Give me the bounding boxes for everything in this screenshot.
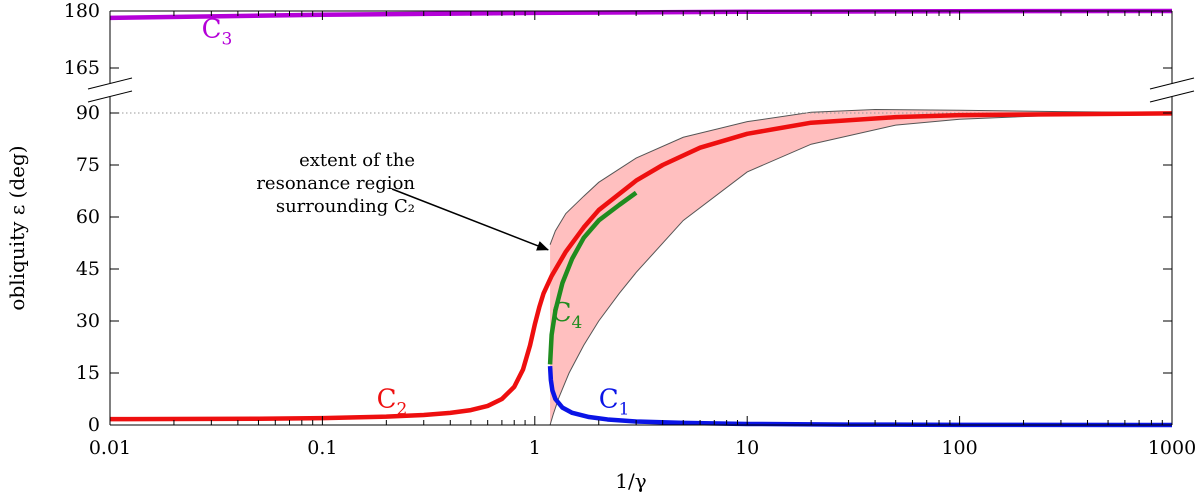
x-tick-label: 10 bbox=[735, 437, 759, 459]
y-tick-label: 0 bbox=[88, 414, 100, 436]
series-c2-label: C2 bbox=[377, 385, 408, 420]
annotation-line: surrounding C₂ bbox=[276, 196, 415, 217]
annotation-line: resonance region bbox=[256, 173, 415, 194]
x-tick-label: 0.01 bbox=[89, 437, 131, 459]
ticks-layer: 0.01 0.1 1 10 100 1000 0 15 30 45 60 75 90 165 180 bbox=[64, 0, 1196, 459]
series-c2-line bbox=[109, 111, 1173, 422]
y-tick-label: 75 bbox=[76, 154, 100, 176]
y-tick-label: 45 bbox=[76, 258, 100, 280]
frame-layer bbox=[86, 10, 1196, 426]
annotation-arrow bbox=[391, 188, 549, 251]
y-tick-label: 180 bbox=[64, 0, 100, 22]
resonance-upper-edge bbox=[549, 109, 1173, 245]
y-tick-label: 30 bbox=[76, 310, 100, 332]
shade-layer bbox=[549, 109, 1173, 426]
x-tick-label: 100 bbox=[941, 437, 977, 459]
y-tick-label: 90 bbox=[76, 102, 100, 124]
resonance-region bbox=[550, 109, 1172, 425]
labels-layer: 1/γ obliquity ε (deg) C1 C2 C3 C4 bbox=[5, 15, 647, 493]
axis-break-gap-left bbox=[86, 83, 134, 97]
axis-break-mark-left-2 bbox=[87, 90, 133, 103]
series-c3-line bbox=[109, 8, 1173, 21]
series-c1-line bbox=[547, 365, 1173, 428]
resonance-lower-edge bbox=[549, 113, 1173, 426]
y-tick-label: 60 bbox=[76, 206, 100, 228]
series-c1-label: C1 bbox=[599, 385, 630, 420]
axis-break-mark-right-1 bbox=[1149, 77, 1195, 90]
axis-break-mark-right-2 bbox=[1149, 90, 1195, 103]
y-tick-label: 15 bbox=[76, 362, 100, 384]
x-axis-label: 1/γ bbox=[615, 469, 646, 493]
x-tick-label: 1 bbox=[529, 437, 541, 459]
annotation-line: extent of the bbox=[299, 150, 415, 171]
series-c4-line bbox=[547, 190, 638, 365]
series-c3-label: C3 bbox=[202, 15, 233, 50]
x-tick-label: 0.1 bbox=[307, 437, 337, 459]
x-tick-label: 1000 bbox=[1148, 437, 1196, 459]
axis-break-gap-right bbox=[1148, 83, 1196, 97]
axis-break-mark-left-1 bbox=[87, 77, 133, 90]
series-c4-label: C4 bbox=[552, 298, 583, 333]
y-axis-label: obliquity ε (deg) bbox=[5, 145, 29, 310]
y-tick-label: 165 bbox=[64, 57, 100, 79]
